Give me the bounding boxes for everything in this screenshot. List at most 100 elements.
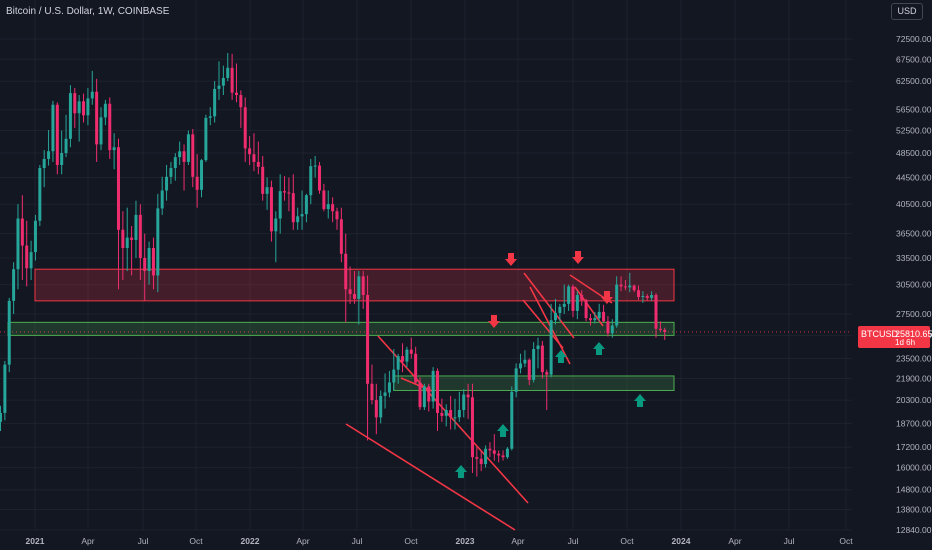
- arrows: [455, 251, 646, 478]
- x-tick-label: Apr: [296, 536, 309, 546]
- candle-body: [86, 98, 90, 116]
- candle-body: [361, 276, 365, 296]
- candle-body: [440, 412, 444, 416]
- candle-body: [204, 117, 208, 161]
- y-tick-label: 62500.00: [896, 76, 932, 86]
- arrow-down-icon: [601, 291, 613, 304]
- price-label-countdown: 1d 6h: [895, 338, 916, 347]
- candle-body: [0, 412, 2, 422]
- candle-body: [580, 295, 584, 300]
- candle-body: [387, 382, 391, 393]
- candle-body: [427, 386, 431, 402]
- y-tick-label: 36500.00: [896, 229, 932, 239]
- candle-body: [492, 450, 496, 454]
- y-tick-label: 14800.00: [896, 485, 932, 495]
- y-tick-label: 17200.00: [896, 442, 932, 452]
- candle-body: [90, 91, 94, 99]
- candle-body: [366, 295, 370, 384]
- candle-body: [256, 161, 260, 167]
- candle-body: [628, 285, 632, 288]
- y-tick-label: 20300.00: [896, 395, 932, 405]
- candle-body: [422, 386, 426, 408]
- candle-body: [99, 117, 103, 145]
- candle-body: [230, 67, 234, 93]
- candle-body: [497, 453, 501, 456]
- trendline: [522, 299, 564, 349]
- price-axis[interactable]: 72500.00 67500.00 62500.00 56500.00 52500.00…: [896, 34, 932, 535]
- candle-body: [584, 299, 588, 319]
- candle-body: [470, 397, 474, 458]
- candle-body: [510, 391, 514, 449]
- candle-body: [505, 448, 509, 458]
- candle-body: [597, 311, 601, 319]
- time-axis[interactable]: 2021 Apr Jul Oct 2022 Apr Jul Oct 2023 Apr Jul Oct 2…: [26, 536, 854, 546]
- arrow-down-icon: [488, 315, 500, 328]
- candle-body: [606, 321, 610, 334]
- x-tick-label: Apr: [728, 536, 741, 546]
- candle-body: [588, 318, 592, 321]
- x-tick-label: Jul: [568, 536, 579, 546]
- y-tick-label: 18700.00: [896, 418, 932, 428]
- x-tick-label: Jul: [784, 536, 795, 546]
- candle-body: [134, 214, 138, 240]
- candle-body: [532, 349, 536, 380]
- chart-title: Bitcoin / U.S. Dollar, 1W, COINBASE: [6, 6, 170, 17]
- candle-body: [558, 306, 562, 313]
- candle-body: [444, 410, 448, 416]
- candle-body: [182, 151, 186, 162]
- candle-body: [475, 457, 479, 459]
- candle-body: [248, 148, 252, 155]
- candle-body: [7, 300, 11, 365]
- x-tick-label: 2023: [456, 536, 475, 546]
- arrow-down-icon: [572, 251, 584, 264]
- x-tick-label: Apr: [511, 536, 524, 546]
- trendline: [400, 377, 433, 392]
- candle-body: [484, 448, 488, 465]
- candle-body: [339, 219, 343, 254]
- arrow-up-icon: [555, 350, 567, 363]
- candle-body: [173, 157, 177, 169]
- candle-body: [178, 151, 182, 158]
- candle-body: [217, 85, 221, 89]
- candle-body: [234, 92, 238, 96]
- candle-body: [33, 220, 37, 253]
- candle-body: [567, 286, 571, 304]
- candle-body: [545, 372, 549, 375]
- candle-body: [151, 248, 155, 276]
- candle-body: [226, 67, 230, 78]
- arrow-up-icon: [497, 424, 509, 437]
- currency-button[interactable]: USD: [891, 3, 923, 20]
- candle-body: [274, 218, 278, 232]
- candle-body: [501, 455, 505, 458]
- y-tick-label: 48500.00: [896, 148, 932, 158]
- candle-body: [466, 394, 470, 398]
- candle-body: [12, 269, 16, 301]
- candle-body: [396, 356, 400, 370]
- candle-body: [374, 400, 378, 418]
- candle-body: [147, 248, 151, 271]
- y-tick-label: 21900.00: [896, 374, 932, 384]
- trendline: [345, 423, 516, 531]
- candle-body: [571, 286, 575, 311]
- y-tick-label: 23500.00: [896, 354, 932, 364]
- candle-body: [25, 245, 29, 269]
- candle-body: [16, 218, 20, 270]
- candle-body: [95, 91, 99, 145]
- candle-body: [47, 151, 51, 159]
- candle-body: [623, 286, 627, 288]
- candle-body: [64, 138, 68, 154]
- trendline: [377, 335, 529, 504]
- candle-body: [309, 166, 313, 196]
- candle-body: [326, 204, 330, 210]
- candle-body: [457, 410, 461, 418]
- candle-body: [370, 383, 374, 401]
- x-tick-label: Jul: [352, 536, 363, 546]
- candle-body: [108, 103, 112, 151]
- y-tick-label: 67500.00: [896, 54, 932, 64]
- candle-body: [165, 176, 169, 191]
- candle-body: [3, 364, 7, 413]
- arrow-up-icon: [455, 465, 467, 478]
- candle-body: [42, 158, 46, 169]
